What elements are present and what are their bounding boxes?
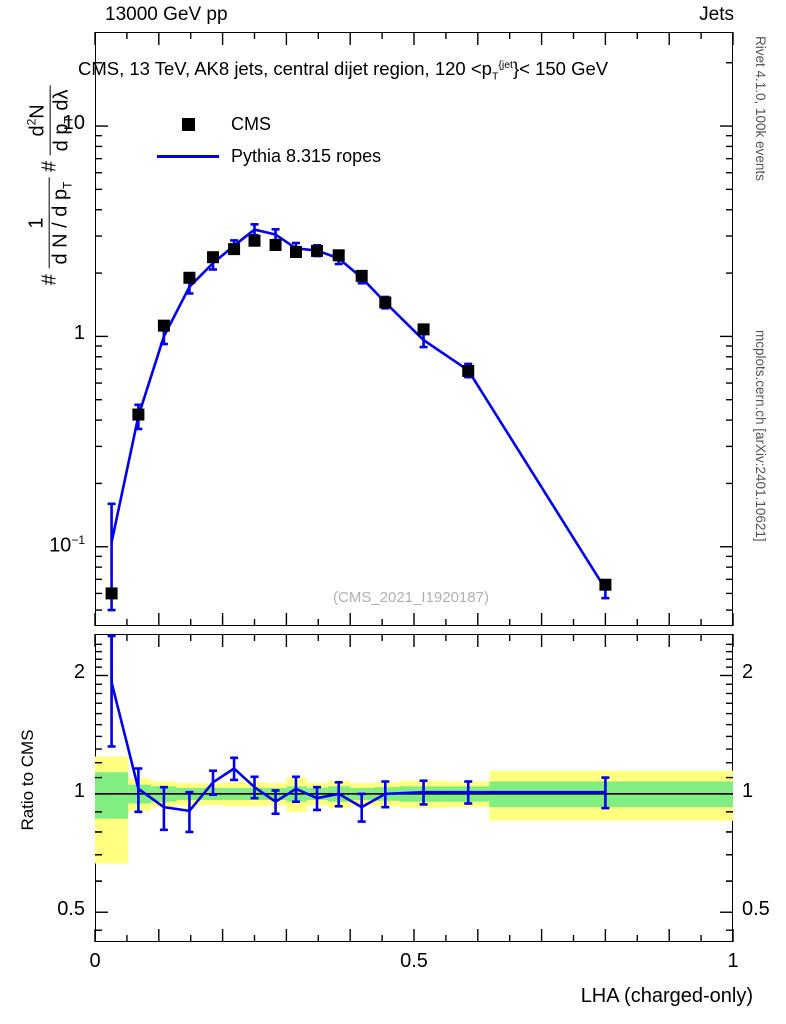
plot-title: CMS, 13 TeV, AK8 jets, central dijet reg… bbox=[78, 58, 608, 83]
ylabel-d2: d bbox=[50, 99, 73, 111]
ylabel-hash-2: # bbox=[38, 160, 61, 172]
legend-label-pythia: Pythia 8.315 ropes bbox=[231, 145, 382, 166]
header-beam-energy: 13000 GeV pp bbox=[105, 4, 228, 25]
plot-title-prefix: CMS, 13 TeV, AK8 jets, central dijet reg… bbox=[78, 58, 492, 79]
ratio-y-tick-label-left-0: 2 bbox=[73, 661, 85, 684]
side-text-rivet: Rivet 4.1.0, 100k events bbox=[753, 36, 768, 181]
x-tick-label-2: 1 bbox=[727, 950, 739, 972]
plot-title-suffix: }< 150 GeV bbox=[512, 58, 609, 79]
legend-entry-pythia[interactable]: Pythia 8.315 ropes bbox=[145, 140, 381, 172]
main-y-tick-label-1: 1 bbox=[73, 322, 85, 345]
side-text-mcplots: mcplots.cern.ch [arXiv:2401.10621] bbox=[753, 330, 768, 542]
legend-marker-square-icon bbox=[145, 117, 231, 131]
ylabel-dn-dpt: d N / d p bbox=[49, 188, 72, 265]
x-tick-label-0: 0 bbox=[89, 950, 101, 972]
x-axis-label: LHA (charged-only) bbox=[580, 985, 753, 1007]
ylabel-outer-den: d N / d pT bbox=[50, 178, 75, 269]
ylabel-hash-1: # bbox=[38, 274, 61, 286]
x-tick-label-1: 0.5 bbox=[400, 950, 428, 972]
legend-label-cms: CMS bbox=[231, 113, 271, 134]
plot-title-sub: T bbox=[491, 70, 499, 83]
ratio-y-tick-label-right-2: 0.5 bbox=[742, 898, 770, 921]
header-category: Jets bbox=[699, 4, 734, 25]
ratio-plot-frame bbox=[95, 634, 733, 942]
plot-title-sup: {jet bbox=[498, 58, 513, 71]
main-y-axis-label: # 1 d N / d pT # d2N d pT dλ bbox=[24, 0, 75, 485]
ylabel-dn-dpt-sub: T bbox=[60, 181, 75, 189]
ratio-y-tick-label-right-1: 1 bbox=[742, 779, 754, 802]
ratio-y-tick-label-right-0: 2 bbox=[742, 661, 754, 684]
ylabel-outer-fraction: 1 d N / d pT bbox=[25, 177, 75, 269]
ratio-y-tick-label-left-2: 0.5 bbox=[57, 898, 85, 921]
legend-entry-cms[interactable]: CMS bbox=[145, 108, 381, 140]
main-y-tick-label-2: 10−1 bbox=[49, 532, 85, 557]
ylabel-lambda: λ bbox=[50, 89, 73, 100]
main-y-tick-label-0: 10 bbox=[62, 112, 85, 135]
ylabel-outer-num: 1 bbox=[25, 177, 50, 269]
legend: CMS Pythia 8.315 ropes bbox=[145, 108, 381, 172]
ratio-y-tick-label-left-1: 1 bbox=[73, 779, 85, 802]
legend-line-icon bbox=[145, 154, 231, 158]
analysis-id-watermark: (CMS_2021_I1920187) bbox=[333, 589, 489, 606]
